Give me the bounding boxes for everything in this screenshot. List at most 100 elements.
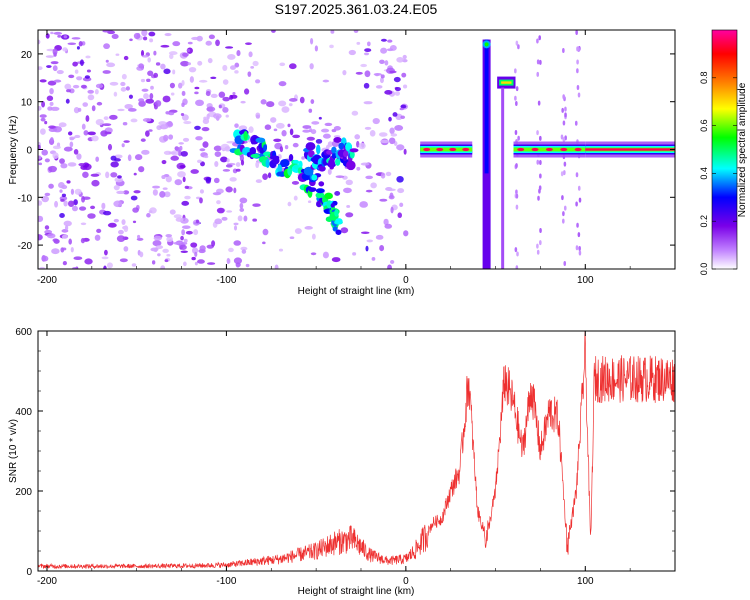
spectrogram-noise-blob [205, 40, 212, 46]
spectrogram-noise-blob [516, 251, 519, 257]
spectrogram-noise-blob [51, 248, 60, 255]
snr-x-tick-label: -200 [37, 576, 57, 587]
spectrogram-noise-blob [389, 192, 394, 199]
spectrogram-noise-blob [74, 69, 79, 74]
spectrogram-noise-blob [56, 70, 64, 75]
colorbar-tick-label: 0.0 [699, 263, 709, 276]
spectrogram-noise-blob [168, 134, 174, 140]
spectrogram-noise-blob [289, 236, 295, 239]
spectrogram-noise-blob [310, 129, 317, 135]
snr-y-tick-label: 0 [26, 567, 32, 578]
spectrogram-noise-blob [58, 182, 65, 189]
spectrogram-noise-blob [161, 159, 167, 165]
spectrogram-noise-blob [562, 120, 566, 126]
spectrogram-track-blob [331, 152, 337, 159]
spectrogram-noise-blob [190, 242, 198, 248]
spectrogram-noise-blob [117, 108, 125, 112]
spectrogram-noise-blob [138, 166, 145, 173]
spectrogram-track-blob [265, 158, 270, 169]
spectrogram-noise-blob [575, 172, 579, 178]
spectrogram-noise-blob [210, 76, 217, 80]
spectrogram-noise-blob [151, 260, 156, 265]
spectrogram-noise-blob [514, 68, 517, 74]
spectrogram-noise-blob [148, 31, 156, 37]
spectrogram-noise-blob [294, 228, 302, 234]
spectrogram-noise-blob [153, 50, 157, 56]
spectrogram-noise-blob [58, 122, 67, 128]
spectrogram-noise-blob [193, 229, 199, 236]
spectrogram-noise-blob [388, 137, 396, 145]
spectrogram-noise-blob [396, 56, 404, 63]
spectrogram-noise-blob [133, 172, 137, 176]
spectrogram-noise-blob [145, 130, 150, 137]
spectrogram-noise-blob [69, 136, 76, 140]
spectrogram-noise-blob [364, 126, 372, 130]
spectrogram-line-3a-core [545, 147, 553, 152]
spectrogram-noise-blob [370, 182, 377, 189]
spectrogram-y-axis-label: Frequency (Hz) [8, 116, 19, 185]
spectrogram-noise-blob [52, 152, 59, 160]
spectrogram-noise-blob [348, 49, 356, 56]
spectrogram-noise-blob [60, 198, 65, 202]
spectrogram-noise-blob [110, 172, 118, 178]
spectrogram-noise-blob [386, 188, 396, 192]
spectrogram-noise-blob [262, 173, 268, 181]
spectrogram-noise-blob [563, 161, 567, 167]
spectrogram-noise-blob [40, 128, 46, 135]
spectrogram-noise-blob [333, 126, 341, 131]
spectrogram-track-blob [308, 187, 317, 193]
snr-ticks: -200 -100 0 100 0 200 400 600 [15, 327, 676, 587]
spectrogram-noise-blob [164, 191, 171, 198]
spectrogram-noise-blob [166, 253, 171, 257]
spectrogram-noise-blob [91, 179, 100, 187]
spectrogram-noise-blob [61, 234, 68, 239]
spectrogram-noise-blob [233, 187, 237, 194]
spectrogram-noise-blob [52, 145, 61, 150]
spectrogram-track-blob [297, 167, 303, 174]
spectrogram-noise-blob [71, 205, 78, 212]
spectrogram-noise-blob [207, 262, 216, 265]
spectrogram-noise-blob [252, 60, 259, 67]
spectrogram-noise-blob [563, 170, 566, 176]
spectrogram-noise-blob [153, 248, 158, 253]
spectrogram-noise-blob [148, 210, 153, 214]
spectrogram-noise-blob [400, 115, 406, 120]
spectrogram-noise-blob [172, 41, 181, 47]
spectrogram-noise-blob [163, 134, 169, 142]
spectrogram-noise-blob [115, 53, 120, 56]
spectrogram-noise-blob [123, 225, 129, 233]
spectrogram-track-blob [338, 142, 345, 150]
spectrogram-noise-blob [379, 198, 388, 202]
spectrogram-noise-blob [321, 128, 330, 133]
spectrogram-noise-blob [76, 76, 83, 81]
spectrogram-noise-blob [130, 118, 138, 123]
spectrogram-noise-blob [139, 251, 144, 258]
spectrogram-noise-blob [380, 172, 386, 179]
spectrogram-noise-blob [243, 215, 248, 222]
spectrogram-noise-blob [40, 117, 46, 122]
spectrogram-noise-blob [220, 156, 228, 163]
spectrogram-x-tick-label: -200 [37, 275, 57, 286]
spectrogram-noise-blob [401, 72, 407, 78]
spectrogram-noise-blob [137, 234, 141, 239]
spectrogram-noise-blob [67, 162, 77, 167]
spectrogram-noise-blob [252, 203, 261, 207]
spectrogram-noise-blob [564, 112, 567, 118]
spectrogram-noise-blob [141, 55, 149, 58]
spectrogram-noise-blob [80, 84, 87, 89]
spectrogram-noise-blob [390, 133, 398, 137]
spectrogram-x-tick-label: -100 [216, 275, 236, 286]
spectrogram-track-blob [316, 144, 321, 155]
spectrogram-noise-blob [52, 65, 58, 72]
spectrogram-noise-blob [110, 161, 119, 168]
spectrogram-noise-blob [515, 265, 519, 269]
spectrogram-noise-blob [121, 219, 126, 225]
spectrogram-line-3a-core [517, 147, 525, 152]
spectrogram-noise-blob [62, 47, 68, 52]
spectrogram-noise-blob [515, 204, 519, 210]
spectrogram-noise-blob [222, 64, 228, 71]
spectrogram-noise-blob [218, 91, 226, 98]
spectrogram-noise-blob [177, 171, 186, 178]
spectrogram-noise-blob [563, 260, 567, 266]
spectrogram-track-blob [305, 142, 316, 151]
